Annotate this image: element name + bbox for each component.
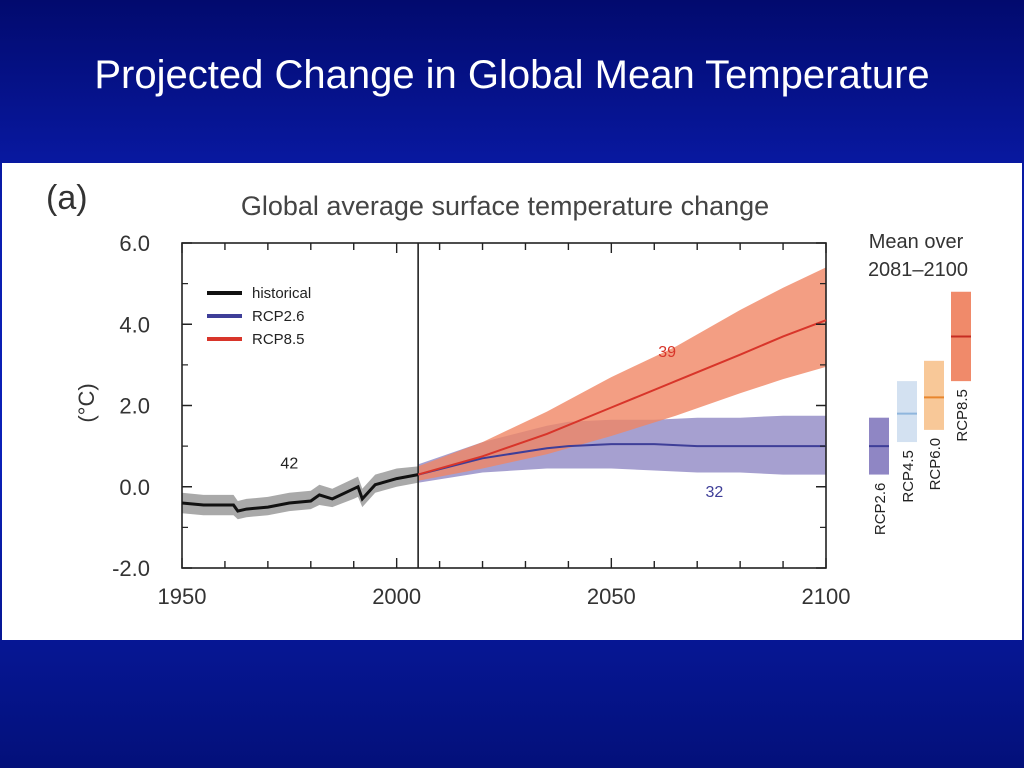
line-rcp26	[417, 443, 826, 476]
y-axis-label: (°C)	[74, 383, 99, 422]
models-count-rcp85: 39	[658, 344, 676, 361]
y-tick-label: 4.0	[119, 312, 150, 337]
y-tick-label: -2.0	[112, 556, 150, 581]
side-bar-rcp45	[897, 381, 917, 443]
legend-label: historical	[252, 285, 311, 302]
models-count-historical: 42	[280, 455, 298, 472]
series-lines	[181, 319, 827, 513]
x-tick-label: 2100	[802, 584, 851, 609]
slide-title: Projected Change in Global Mean Temperat…	[94, 53, 930, 97]
x-tick-label: 2050	[587, 584, 636, 609]
y-tick-label: 6.0	[119, 231, 150, 256]
side-panel-title-line1: Mean over	[869, 231, 964, 253]
x-tick-label: 2000	[372, 584, 421, 609]
band-rcp85	[418, 267, 826, 481]
axis-ticks	[181, 242, 827, 569]
side-bar-label: RCP4.5	[900, 450, 917, 503]
side-bar-rcp60	[924, 360, 944, 430]
y-tick-label: 0.0	[119, 475, 150, 500]
legend-label: RCP8.5	[252, 331, 305, 348]
legend: historical RCP2.6 RCP8.5	[207, 285, 311, 348]
legend-label: RCP2.6	[252, 308, 305, 325]
x-tick-label: 1950	[158, 584, 207, 609]
line-rcp85	[417, 319, 827, 476]
band-rcp26	[418, 415, 826, 483]
line-historical	[181, 473, 419, 513]
axis-labels: 6.0 4.0 2.0 0.0 -2.0 1950 2000 2050 2100 42 32 39	[112, 231, 850, 609]
figure-panel: 6.0 4.0 2.0 0.0 -2.0 1950 2000 2050 2100 42 32 39 h…	[2, 163, 1022, 640]
band-historical	[182, 466, 419, 520]
side-bar-label: RCP6.0	[927, 438, 944, 491]
models-count-rcp26: 32	[705, 484, 723, 501]
side-panel-title-line2: 2081–2100	[868, 259, 968, 281]
temperature-chart: 6.0 4.0 2.0 0.0 -2.0 1950 2000 2050 2100 42 32 39 h…	[46, 179, 971, 609]
chart-title: Global average surface temperature chang…	[241, 191, 769, 221]
uncertainty-bands	[182, 267, 826, 520]
side-panel: RCP2.6 RCP4.5 RCP6.0 RCP8.5	[869, 291, 971, 536]
panel-label: (a)	[46, 179, 88, 217]
side-bar-label: RCP2.6	[872, 483, 889, 536]
side-bar-label: RCP8.5	[954, 389, 971, 442]
y-tick-label: 2.0	[119, 394, 150, 419]
